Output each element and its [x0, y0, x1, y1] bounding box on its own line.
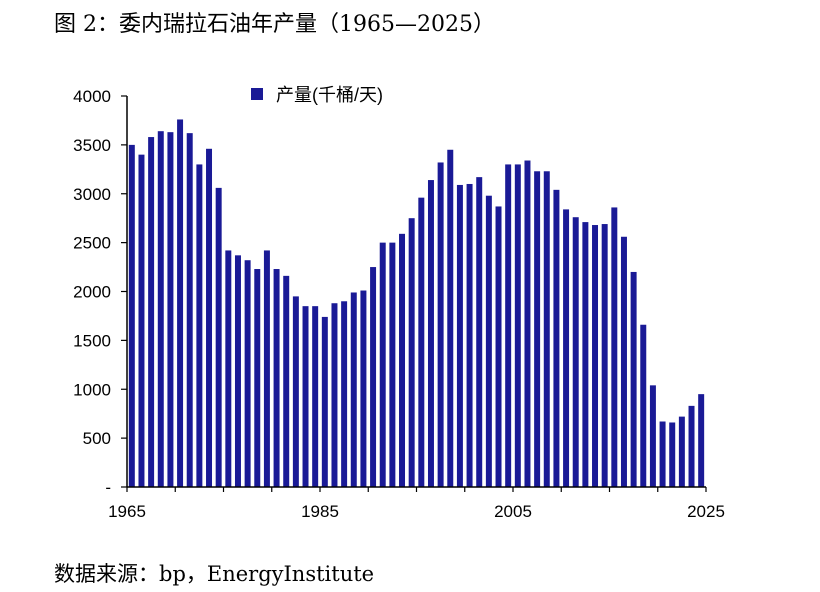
bar-1987 — [341, 301, 348, 487]
bar-1969 — [167, 132, 174, 488]
bar-2022 — [678, 416, 685, 487]
bar-1974 — [215, 187, 222, 487]
bar-1994 — [408, 218, 415, 487]
bar-2001 — [476, 177, 483, 487]
bar-1976 — [234, 255, 241, 487]
axes-group: - 500 1000 1500 2000 2500 3000 3500 4000 1965 198… — [73, 87, 725, 521]
figure-title: 图 2：委内瑞拉石油年产量（1965—2025） — [54, 12, 495, 37]
bar-2015 — [611, 207, 618, 487]
bar-1979 — [263, 250, 270, 487]
bar-1978 — [254, 269, 261, 487]
bar-1990 — [370, 267, 377, 487]
bar-1992 — [389, 242, 396, 488]
bar-2009 — [553, 189, 560, 487]
bar-2020 — [659, 421, 666, 487]
bar-1984 — [312, 306, 319, 487]
bar-2006 — [524, 160, 531, 487]
bar-1997 — [437, 162, 444, 487]
y-ticks: - 500 1000 1500 2000 2500 3000 3500 4000 — [73, 87, 127, 497]
y-tick-label: 4000 — [73, 87, 111, 106]
y-tick-label: 500 — [83, 429, 111, 448]
bar-1968 — [157, 131, 164, 487]
bar-1970 — [177, 119, 184, 488]
bar-2011 — [572, 217, 579, 487]
x-tick-label: 2025 — [687, 502, 725, 521]
bar-2014 — [601, 224, 608, 488]
bar-1983 — [302, 306, 309, 487]
y-tick-label: 3000 — [73, 185, 111, 204]
y-tick-label: 2500 — [73, 234, 111, 253]
bar-1980 — [273, 269, 280, 487]
bar-1995 — [418, 197, 425, 487]
y-tick-label: 2000 — [73, 283, 111, 302]
bar-1972 — [196, 164, 203, 487]
y-tick-label: 3500 — [73, 136, 111, 155]
legend: 产量(千桶/天) — [251, 85, 383, 105]
bar-1975 — [225, 250, 232, 487]
x-ticks: 1965 1985 2005 2025 — [108, 487, 725, 521]
y-tick-label: - — [105, 478, 111, 497]
bars-group — [128, 119, 705, 488]
bar-2013 — [592, 225, 599, 487]
bar-1999 — [456, 184, 463, 487]
bar-2024 — [698, 394, 705, 487]
bar-1986 — [331, 303, 338, 487]
bar-2004 — [505, 164, 512, 487]
legend-swatch — [251, 88, 263, 100]
bar-2007 — [534, 171, 541, 487]
bar-1996 — [427, 180, 434, 487]
bar-2002 — [485, 195, 492, 487]
bar-1988 — [350, 292, 357, 487]
bar-2021 — [669, 422, 676, 487]
y-tick-label: 1000 — [73, 380, 111, 399]
bar-1985 — [321, 316, 328, 487]
bar-1967 — [148, 137, 155, 487]
bar-1971 — [186, 133, 193, 487]
y-tick-label: 1500 — [73, 331, 111, 350]
bar-1977 — [244, 260, 251, 487]
bar-1982 — [292, 296, 299, 487]
bar-1965 — [128, 144, 135, 488]
x-tick-label: 1965 — [108, 502, 146, 521]
bar-1991 — [379, 242, 386, 488]
bar-2012 — [582, 222, 589, 487]
bar-1973 — [206, 148, 213, 488]
bar-2010 — [563, 209, 570, 487]
bar-1966 — [138, 154, 145, 487]
bar-2008 — [543, 171, 550, 487]
bar-1993 — [399, 233, 406, 487]
x-tick-label: 1985 — [301, 502, 339, 521]
bar-2019 — [649, 385, 656, 487]
bar-2017 — [630, 271, 637, 487]
bar-2000 — [466, 183, 473, 488]
bar-1998 — [447, 149, 454, 487]
bar-2005 — [514, 164, 521, 487]
bar-2016 — [620, 236, 627, 487]
legend-label: 产量(千桶/天) — [276, 85, 383, 105]
bar-2023 — [688, 405, 695, 487]
bar-2003 — [495, 206, 502, 487]
figure-source: 数据来源：bp，EnergyInstitute — [54, 562, 375, 586]
bar-2018 — [640, 324, 647, 487]
bar-1981 — [283, 275, 290, 487]
bar-1989 — [360, 290, 367, 487]
x-tick-label: 2005 — [494, 502, 532, 521]
